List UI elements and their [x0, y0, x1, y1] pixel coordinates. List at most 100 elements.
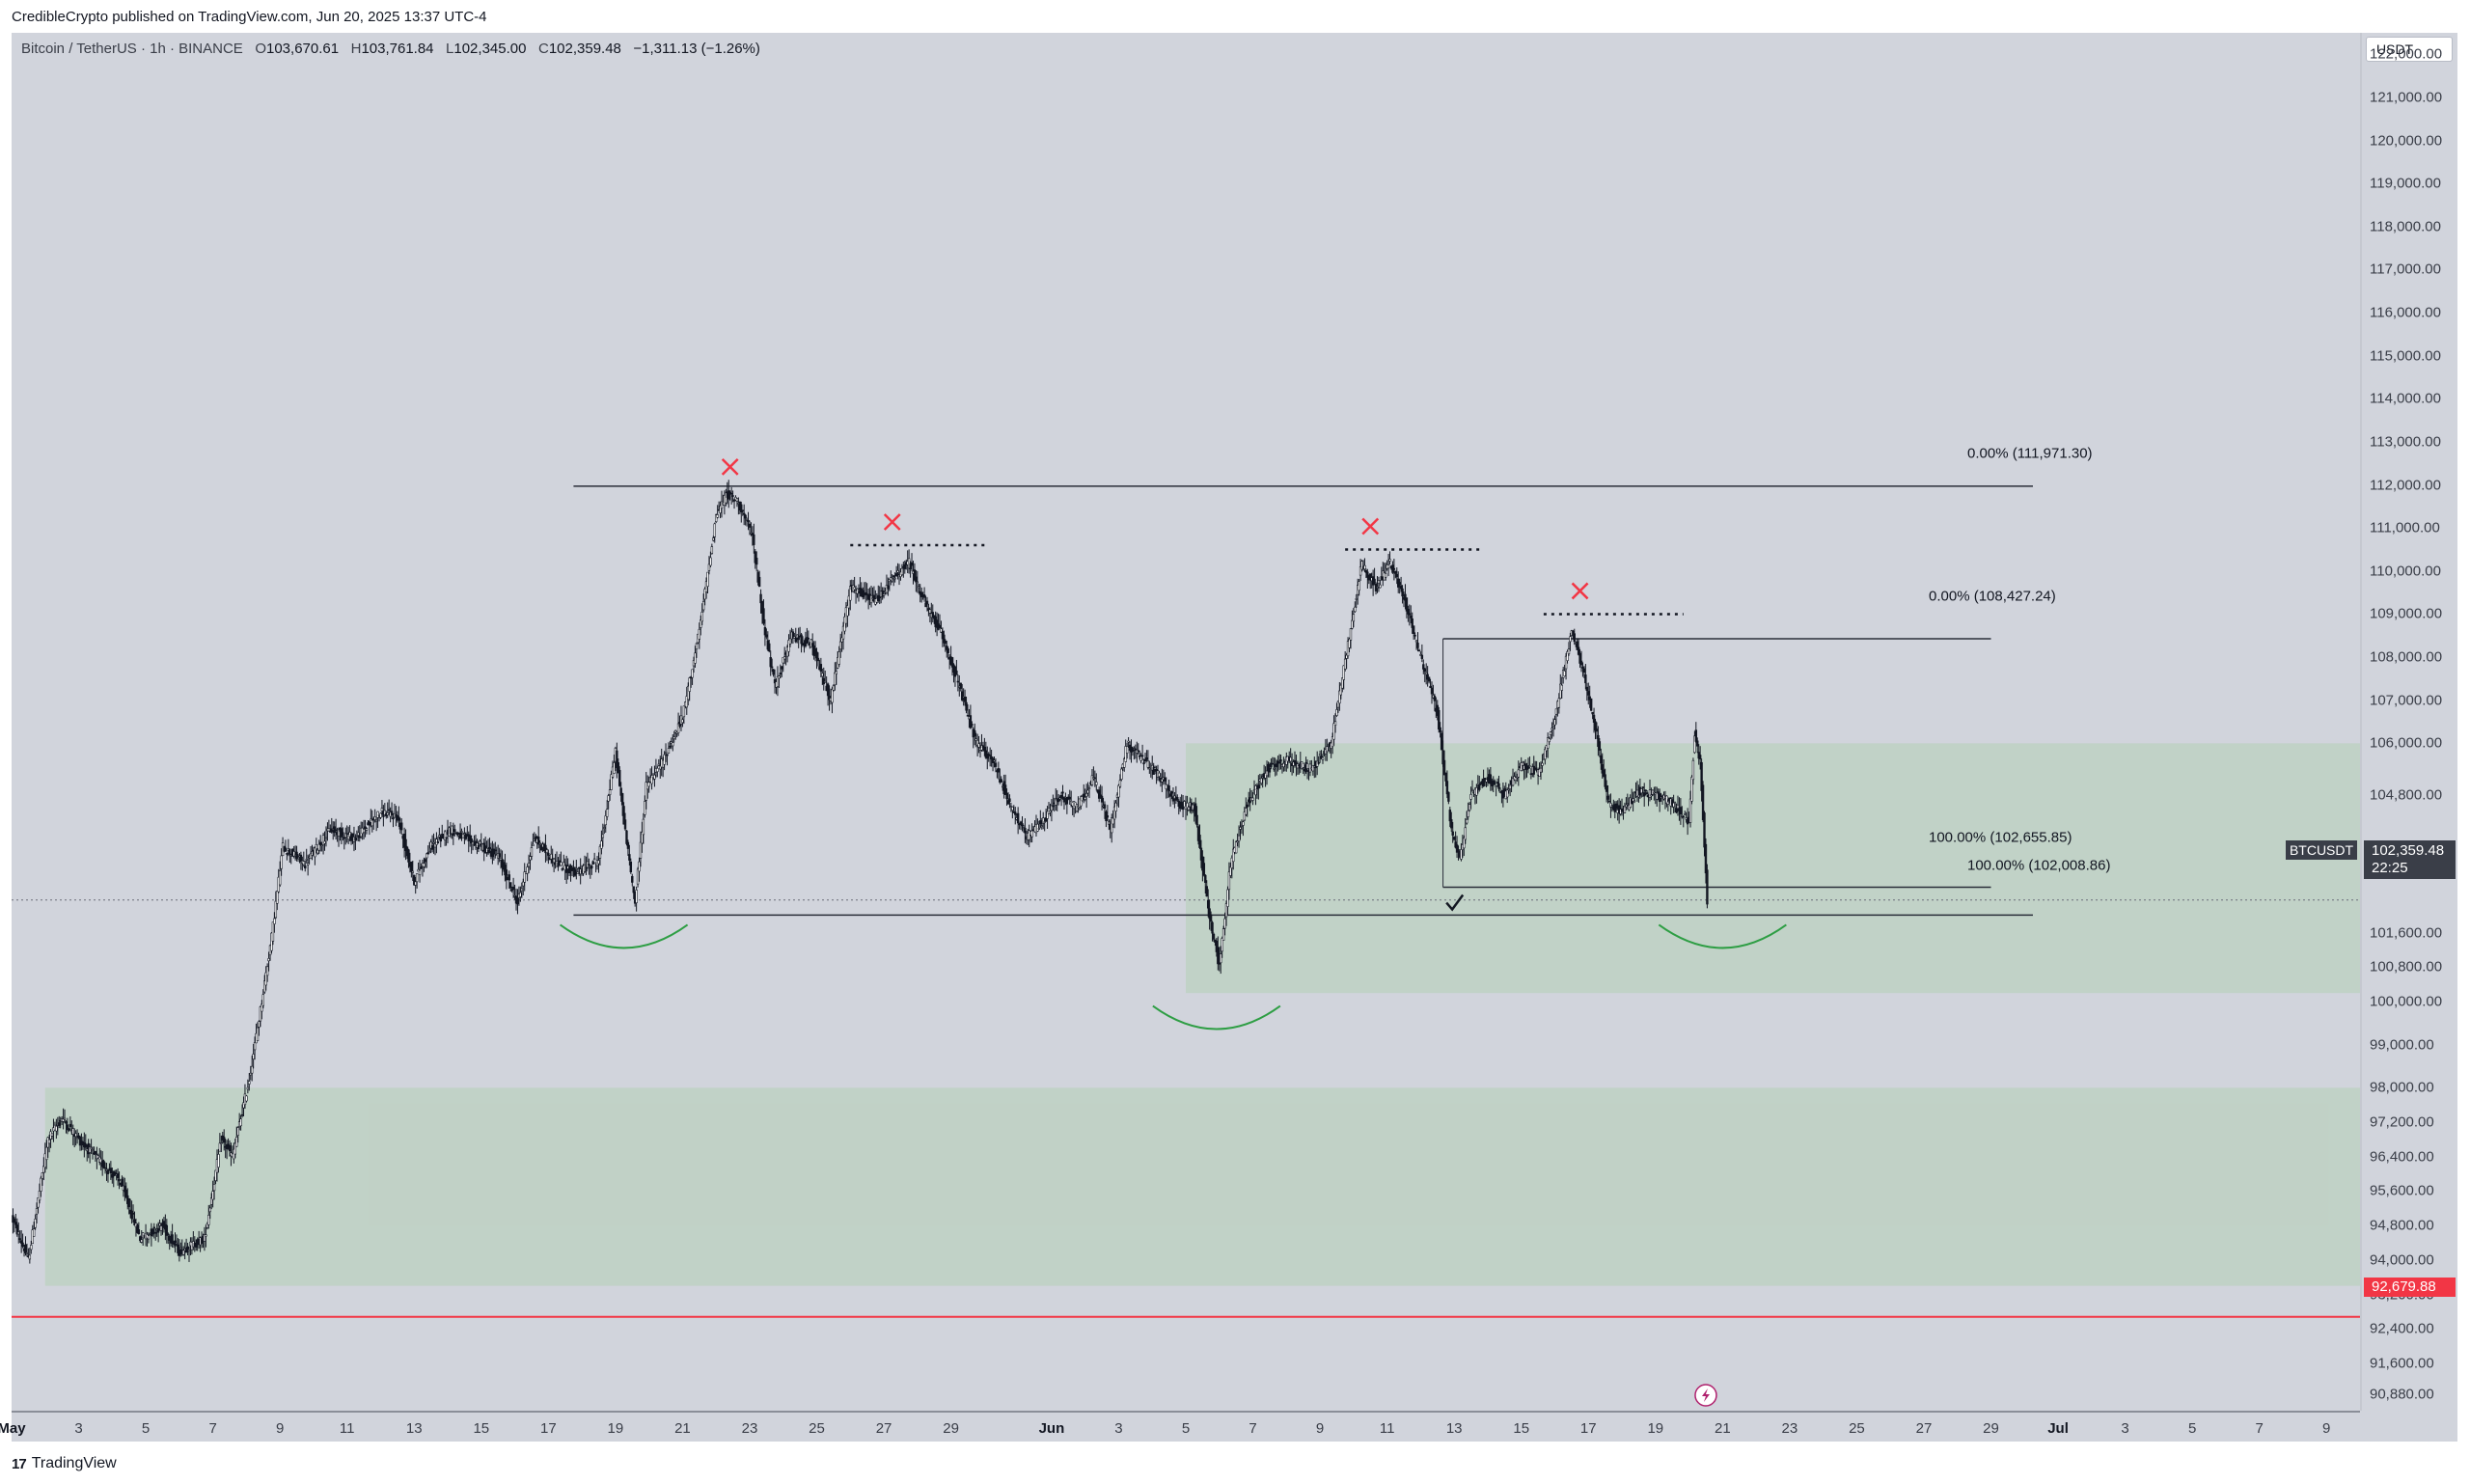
candle-body	[1131, 748, 1135, 752]
candle-body	[597, 860, 600, 865]
candle-body	[40, 1177, 42, 1192]
price-scale-label: 101,600.00	[2370, 924, 2443, 942]
candle-body	[168, 1235, 171, 1241]
candle-body	[1588, 696, 1591, 701]
candle-body	[1701, 784, 1705, 821]
candle-body	[1311, 765, 1315, 772]
candle-body	[178, 1249, 181, 1256]
candle-body	[1485, 779, 1488, 783]
candle-body	[390, 811, 394, 815]
time-scale-label: 7	[208, 1420, 217, 1437]
candle-body	[1534, 767, 1537, 770]
price-scale-label: 114,000.00	[2370, 390, 2441, 407]
time-scale-label: 5	[2187, 1420, 2197, 1437]
candle-body	[638, 861, 641, 872]
candle-body	[983, 747, 986, 752]
candle-body	[1246, 804, 1249, 808]
price-scale-label: 97,200.00	[2370, 1113, 2434, 1131]
price-scale-label: 110,000.00	[2370, 563, 2441, 580]
candle-body	[744, 514, 747, 519]
price-scale-label: 111,000.00	[2370, 519, 2440, 536]
candle-body	[990, 756, 993, 760]
chart-plot-area[interactable]: Bitcoin / TetherUS · 1h · BINANCE O103,6…	[12, 33, 2360, 1411]
candle-body	[613, 762, 616, 774]
candle-body	[1653, 791, 1656, 794]
candle-body	[607, 795, 610, 802]
fib-label-top-1: 0.00% (111,971.30)	[1967, 445, 2093, 462]
price-scale[interactable]: USDT 122,000.00 121,000.00 120,000.00 119,0…	[2360, 33, 2457, 1411]
candle-body	[74, 1133, 77, 1138]
candle-body	[757, 576, 761, 588]
candle-body	[1366, 571, 1369, 578]
candle-body	[1352, 614, 1356, 622]
candle-body	[1198, 835, 1201, 848]
candle-body	[453, 829, 456, 833]
candle-body	[826, 683, 830, 697]
close-value: 102,359.48	[548, 41, 621, 57]
price-scale-label: 104,800.00	[2370, 786, 2443, 804]
candle-body	[1267, 763, 1270, 772]
candle-body	[1413, 634, 1416, 637]
candle-body	[18, 1238, 21, 1240]
candle-body	[516, 897, 519, 905]
price-scale-label: 100,800.00	[2370, 958, 2443, 976]
candle-body	[140, 1239, 143, 1243]
currency-selector[interactable]: USDT	[2366, 37, 2453, 62]
candle-body	[1336, 701, 1340, 708]
candle-body	[392, 817, 395, 820]
candle-body	[1551, 724, 1555, 727]
candle-body	[1176, 797, 1179, 801]
candle-body	[211, 1191, 214, 1200]
candle-body	[205, 1234, 207, 1237]
candle-body	[1656, 792, 1659, 800]
candle-body	[479, 840, 481, 844]
candle-body	[657, 763, 660, 766]
candle-body	[1255, 788, 1259, 791]
candle-body	[306, 863, 310, 866]
candle-body	[1672, 802, 1675, 808]
candle-body	[1597, 734, 1600, 748]
candle-body	[1644, 789, 1647, 792]
candle-body	[1468, 804, 1471, 811]
candle-body	[1559, 683, 1562, 700]
candle-body	[14, 1222, 17, 1225]
candle-body	[530, 847, 534, 857]
candle-body	[1275, 763, 1278, 768]
candle-body	[278, 870, 282, 886]
candle-body	[994, 762, 998, 767]
candle-body	[1641, 786, 1644, 788]
time-scale-label: Jul	[2047, 1420, 2069, 1437]
candle-body	[1333, 721, 1337, 726]
time-scale-label: 7	[2255, 1420, 2264, 1437]
candle-body	[667, 748, 671, 754]
candle-body	[509, 882, 512, 889]
candle-body	[1420, 654, 1424, 659]
candle-body	[769, 657, 772, 668]
price-chart[interactable]	[12, 33, 2360, 1411]
candle-body	[1448, 810, 1452, 822]
candle-body	[1206, 899, 1210, 909]
candle-body	[1057, 798, 1060, 803]
candle-body	[1384, 573, 1387, 578]
candle-body	[1021, 823, 1024, 827]
symbol-title[interactable]: Bitcoin / TetherUS · 1h · BINANCE	[21, 41, 243, 57]
candle-body	[15, 1224, 18, 1235]
candle-body	[625, 830, 628, 844]
candle-body	[355, 836, 359, 838]
candle-body	[1351, 619, 1354, 629]
candle-body	[626, 841, 630, 849]
rejection-cross-stroke	[1571, 582, 1589, 600]
candle-body	[650, 775, 653, 784]
candle-body	[1100, 795, 1104, 803]
time-scale[interactable]: May 3 5 7 9 11 13 15 17 19 21 23 25 27 29 Jun 3 5 7 9 11 13 15…	[0, 1411, 2360, 1442]
candle-body	[647, 782, 650, 787]
candle-body	[1411, 618, 1413, 628]
candle-body	[1520, 762, 1523, 771]
candle-body	[838, 641, 842, 650]
candle-body	[1236, 840, 1239, 843]
candle-body	[1703, 812, 1706, 848]
rejection-cross-icon	[1361, 517, 1380, 536]
candle-body	[1457, 849, 1460, 851]
candle-body	[1093, 777, 1097, 780]
candle-body	[1099, 794, 1102, 797]
